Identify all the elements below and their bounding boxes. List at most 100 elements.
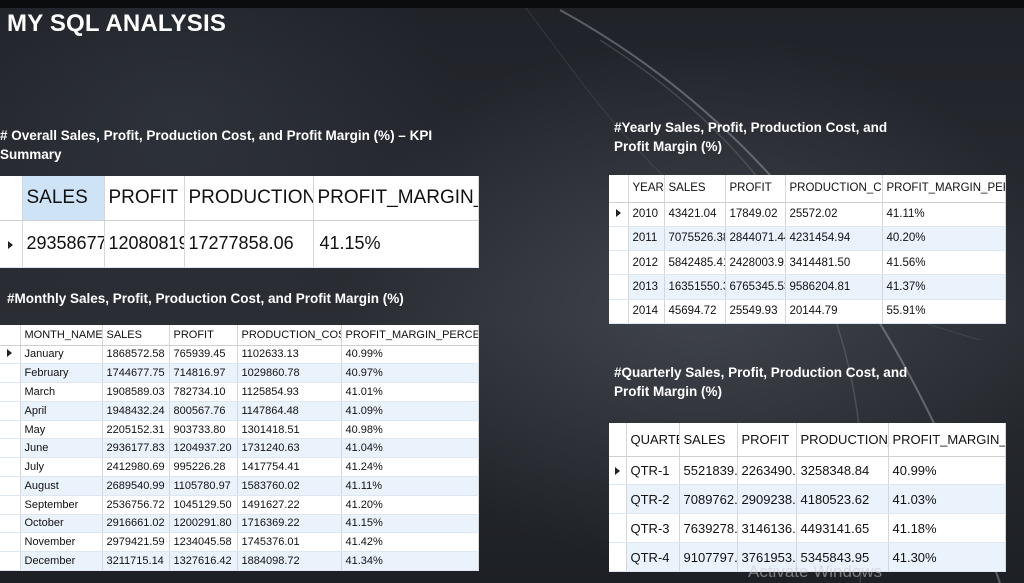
table-cell[interactable]: 1744677.75 <box>102 363 170 384</box>
row-selector[interactable] <box>609 274 629 300</box>
table-row[interactable]: October 2916661.02 1200291.80 1716369.22 41.… <box>0 514 479 534</box>
column-header[interactable]: QUARTER <box>626 423 680 457</box>
row-selector[interactable] <box>609 226 629 252</box>
table-cell[interactable]: 7089762.38 <box>679 484 738 515</box>
table-cell[interactable]: 2011 <box>628 226 665 252</box>
table-cell[interactable]: 2014 <box>628 299 665 325</box>
table-cell[interactable]: 1029860.78 <box>237 363 342 384</box>
table-cell[interactable]: March <box>20 382 103 402</box>
column-header[interactable]: PRODUCTION_COST <box>785 175 883 203</box>
table-cell[interactable]: 4231454.94 <box>785 226 883 252</box>
table-cell[interactable]: 903733.80 <box>169 420 238 440</box>
table-row[interactable]: 2010 43421.04 17849.02 25572.02 41.11% <box>609 202 1006 227</box>
table-row[interactable]: May 2205152.31 903733.80 1301418.51 40.98% <box>0 420 479 440</box>
table-cell[interactable]: 41.37% <box>882 274 1006 300</box>
table-cell[interactable]: 6765345.53 <box>725 274 786 300</box>
column-header[interactable]: PROFIT <box>169 325 238 346</box>
table-cell[interactable]: 1716369.22 <box>237 514 342 534</box>
table-cell[interactable]: QTR-2 <box>626 484 680 515</box>
column-header[interactable]: PROFIT <box>725 175 786 203</box>
table-cell[interactable]: 17849.02 <box>725 202 786 227</box>
column-header[interactable]: PROFIT <box>104 176 185 221</box>
table-cell[interactable]: 995226.28 <box>169 457 238 477</box>
table-cell[interactable]: 40.99% <box>341 345 479 365</box>
table-cell[interactable]: April <box>20 401 103 421</box>
table-cell[interactable]: 41.30% <box>888 542 1006 572</box>
row-selector[interactable] <box>609 299 629 325</box>
row-selector[interactable] <box>0 551 21 571</box>
row-selector[interactable] <box>609 542 627 572</box>
table-cell[interactable]: 3761953.80 <box>737 542 797 572</box>
table-cell[interactable]: July <box>20 457 103 477</box>
table-cell[interactable]: 41.03% <box>888 484 1006 515</box>
row-selector[interactable] <box>609 484 627 515</box>
table-cell[interactable]: 1125854.93 <box>237 382 342 402</box>
table-cell[interactable]: 55.91% <box>882 299 1006 325</box>
table-cell[interactable]: 3414481.50 <box>785 250 883 276</box>
table-cell[interactable]: 43421.04 <box>664 202 726 227</box>
column-header[interactable]: PROFIT_MARGIN_PERCENT <box>882 175 1006 203</box>
row-selector[interactable] <box>0 382 21 402</box>
table-cell[interactable]: 41.11% <box>882 202 1006 227</box>
table-row[interactable]: June 2936177.83 1204937.20 1731240.63 41.04% <box>0 438 479 459</box>
table-cell[interactable]: 2916661.02 <box>102 514 170 534</box>
table-cell[interactable]: 1234045.58 <box>169 532 238 553</box>
table-cell[interactable]: 1868572.58 <box>102 345 170 365</box>
row-selector[interactable] <box>0 420 21 440</box>
table-cell[interactable]: 1204937.20 <box>169 438 238 459</box>
table-cell[interactable]: 3211715.14 <box>102 551 170 571</box>
table-cell[interactable]: 17277858.06 <box>184 220 314 268</box>
table-cell[interactable]: 1105780.97 <box>169 476 238 496</box>
table-cell[interactable]: 16351550.34 <box>664 274 726 300</box>
table-cell[interactable]: 40.99% <box>888 456 1006 486</box>
table-row[interactable]: 2014 45694.72 25549.93 20144.79 55.91% <box>609 299 1006 325</box>
table-cell[interactable]: November <box>20 532 103 553</box>
table-cell[interactable]: 41.18% <box>888 513 1006 544</box>
table-cell[interactable]: 2010 <box>628 202 665 227</box>
table-cell[interactable]: 5521839.36 <box>679 456 738 486</box>
table-cell[interactable]: 2979421.59 <box>102 532 170 553</box>
table-row[interactable]: March 1908589.03 782734.10 1125854.93 41.01% <box>0 382 479 402</box>
table-cell[interactable]: 20144.79 <box>785 299 883 325</box>
table-cell[interactable]: 2536756.72 <box>102 495 170 515</box>
table-row[interactable]: February 1744677.75 714816.97 1029860.78 40.… <box>0 363 479 384</box>
kpi-result-grid[interactable]: SALES PROFIT PRODUCTION_COST PROFIT_MARG… <box>0 176 479 268</box>
table-cell[interactable]: 5345843.95 <box>796 542 889 572</box>
table-cell[interactable]: 9586204.81 <box>785 274 883 300</box>
column-header[interactable]: PROFIT <box>737 423 797 457</box>
quarterly-result-grid[interactable]: QUARTER SALES PROFIT PRODUCTION_COST PRO… <box>609 423 1006 572</box>
column-header[interactable]: PRODUCTION_COST <box>237 325 342 346</box>
table-row[interactable]: January 1868572.58 765939.45 1102633.13 40.9… <box>0 345 479 365</box>
row-selector[interactable] <box>609 250 629 276</box>
table-cell[interactable]: 1583760.02 <box>237 476 342 496</box>
table-cell[interactable]: 1147864.48 <box>237 401 342 421</box>
table-cell[interactable]: 1731240.63 <box>237 438 342 459</box>
row-selector[interactable] <box>0 476 21 496</box>
table-cell[interactable]: QTR-3 <box>626 513 680 544</box>
table-cell[interactable]: 12080819.83 <box>104 220 185 268</box>
table-cell[interactable]: 1327616.42 <box>169 551 238 571</box>
row-selector[interactable] <box>609 513 627 544</box>
column-header[interactable]: SALES <box>679 423 738 457</box>
table-row[interactable]: November 2979421.59 1234045.58 1745376.01 41… <box>0 532 479 553</box>
monthly-result-grid[interactable]: MONTH_NAME SALES PROFIT PRODUCTION_COST … <box>0 325 479 571</box>
table-cell[interactable]: 2412980.69 <box>102 457 170 477</box>
table-row[interactable]: August 2689540.99 1105780.97 1583760.02 41.1… <box>0 476 479 496</box>
table-cell[interactable]: 800567.76 <box>169 401 238 421</box>
table-cell[interactable]: January <box>20 345 103 365</box>
table-cell[interactable]: 7639278.40 <box>679 513 738 544</box>
table-cell[interactable]: 7075526.38 <box>664 226 726 252</box>
table-cell[interactable]: 40.98% <box>341 420 479 440</box>
table-cell[interactable]: 1045129.50 <box>169 495 238 515</box>
table-cell[interactable]: 25549.93 <box>725 299 786 325</box>
table-cell[interactable]: 41.09% <box>341 401 479 421</box>
table-cell[interactable]: 3258348.84 <box>796 456 889 486</box>
table-row[interactable]: July 2412980.69 995226.28 1417754.41 41.24% <box>0 457 479 477</box>
table-cell[interactable]: 2263490.52 <box>737 456 797 486</box>
column-header[interactable]: YEAR <box>628 175 665 203</box>
table-cell[interactable]: 1948432.24 <box>102 401 170 421</box>
table-row[interactable]: 2011 7075526.38 2844071.44 4231454.94 40.20% <box>609 226 1006 252</box>
yearly-result-grid[interactable]: YEAR SALES PROFIT PRODUCTION_COST PROFIT… <box>609 175 1006 325</box>
row-selector[interactable] <box>0 457 21 477</box>
table-cell[interactable]: 41.11% <box>341 476 479 496</box>
